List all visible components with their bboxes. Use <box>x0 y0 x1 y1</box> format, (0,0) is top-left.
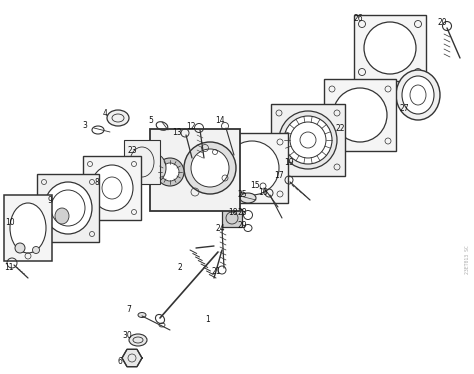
Ellipse shape <box>333 88 387 142</box>
Text: 29: 29 <box>238 221 247 230</box>
Text: 23: 23 <box>128 145 137 154</box>
Text: 14: 14 <box>215 116 225 125</box>
Text: 20: 20 <box>438 18 447 27</box>
Text: 13: 13 <box>172 128 182 137</box>
Text: 3: 3 <box>82 120 87 129</box>
Polygon shape <box>124 140 160 184</box>
Ellipse shape <box>240 193 256 203</box>
Text: 26: 26 <box>354 13 364 22</box>
Text: 12: 12 <box>186 122 195 131</box>
Text: 1: 1 <box>205 316 210 325</box>
Ellipse shape <box>156 158 184 186</box>
Polygon shape <box>222 209 242 227</box>
Text: 15: 15 <box>250 181 260 190</box>
Text: 17: 17 <box>274 171 283 180</box>
Ellipse shape <box>138 313 146 318</box>
Polygon shape <box>354 15 426 81</box>
Text: 7: 7 <box>126 306 131 315</box>
Ellipse shape <box>364 22 416 74</box>
Text: 25: 25 <box>238 190 247 199</box>
Ellipse shape <box>396 70 440 120</box>
Text: 16: 16 <box>258 187 268 196</box>
Polygon shape <box>37 174 99 242</box>
Text: 4: 4 <box>103 108 108 117</box>
Ellipse shape <box>184 142 236 194</box>
Ellipse shape <box>33 246 39 254</box>
Text: 23ET013 SC: 23ET013 SC <box>465 246 471 275</box>
Text: 27: 27 <box>400 104 410 113</box>
Polygon shape <box>271 104 345 176</box>
Ellipse shape <box>44 182 92 234</box>
Polygon shape <box>150 129 240 211</box>
Ellipse shape <box>402 76 434 114</box>
Text: 21: 21 <box>212 267 221 276</box>
Text: 10: 10 <box>5 218 15 227</box>
Text: 19: 19 <box>284 157 293 166</box>
Text: 22: 22 <box>336 123 346 132</box>
Ellipse shape <box>107 110 129 126</box>
Text: 28: 28 <box>238 208 247 217</box>
Ellipse shape <box>55 208 69 224</box>
Ellipse shape <box>91 165 133 211</box>
Ellipse shape <box>225 141 279 195</box>
Text: 5: 5 <box>148 116 153 125</box>
Polygon shape <box>83 156 141 220</box>
Polygon shape <box>216 133 288 203</box>
Text: 9: 9 <box>48 196 53 205</box>
Ellipse shape <box>279 111 337 169</box>
Ellipse shape <box>129 334 147 346</box>
Text: 30: 30 <box>122 331 132 340</box>
Ellipse shape <box>10 203 46 253</box>
Text: 2: 2 <box>178 264 183 273</box>
Ellipse shape <box>284 116 332 164</box>
Text: 8: 8 <box>95 178 100 187</box>
Text: 24: 24 <box>216 224 226 233</box>
Text: 11: 11 <box>4 264 13 273</box>
Ellipse shape <box>191 149 229 187</box>
Ellipse shape <box>161 163 179 181</box>
Text: 6: 6 <box>118 358 123 367</box>
Polygon shape <box>324 79 396 151</box>
Polygon shape <box>122 349 142 367</box>
Polygon shape <box>4 195 52 261</box>
Ellipse shape <box>144 154 166 182</box>
Ellipse shape <box>15 243 25 253</box>
Text: 18: 18 <box>228 208 237 217</box>
